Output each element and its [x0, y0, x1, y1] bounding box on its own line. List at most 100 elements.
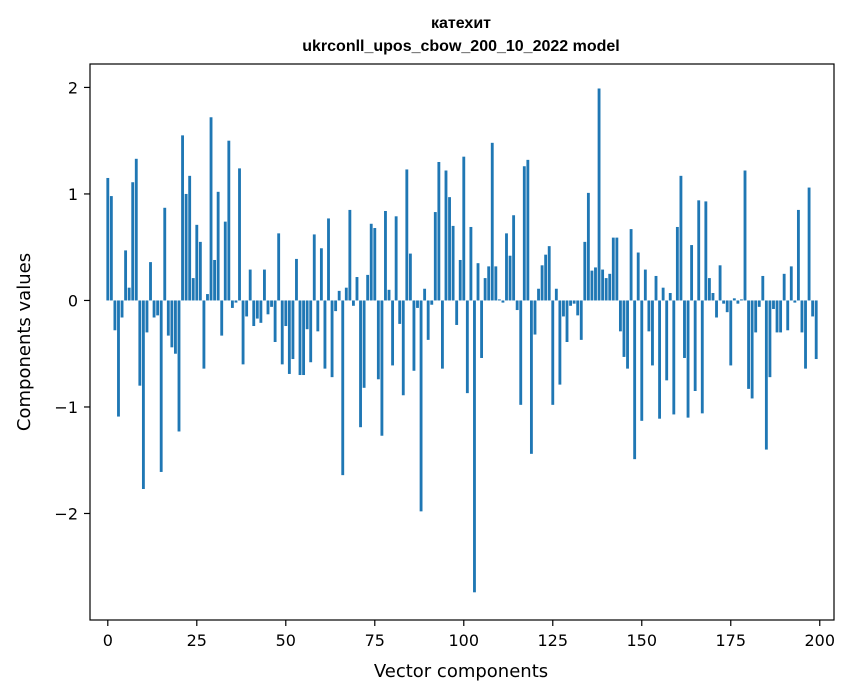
bar-103 [473, 300, 476, 593]
bar-96 [448, 197, 451, 301]
x-axis-label: Vector components [374, 661, 548, 682]
x-tick-label: 25 [187, 631, 207, 650]
bar-139 [601, 269, 605, 301]
bar-187 [772, 300, 775, 309]
bar-7 [131, 182, 135, 301]
bar-170 [711, 293, 715, 301]
bar-106 [483, 278, 487, 301]
bar-17 [166, 300, 170, 336]
bar-125 [551, 300, 555, 405]
bar-36 [234, 300, 238, 303]
bar-137 [594, 267, 597, 301]
x-tick-label: 200 [804, 631, 835, 650]
bar-152 [647, 300, 651, 332]
bar-39 [245, 300, 249, 317]
bar-2 [113, 300, 117, 331]
y-tick-label: 0 [68, 291, 78, 310]
bar-34 [227, 140, 231, 301]
bar-48 [277, 233, 281, 301]
bar-73 [366, 274, 370, 301]
bar-57 [309, 300, 313, 363]
bar-199 [814, 300, 818, 360]
x-tick-label: 0 [103, 631, 113, 650]
bar-31 [216, 191, 220, 301]
bar-53 [295, 258, 298, 301]
y-axis-label: Components values [14, 253, 35, 431]
bar-97 [451, 225, 455, 301]
bar-26 [198, 241, 202, 301]
bar-178 [740, 299, 743, 301]
bar-153 [651, 300, 654, 366]
bar-6 [127, 287, 131, 301]
bars-group [106, 88, 818, 593]
bar-12 [149, 262, 152, 301]
bar-42 [255, 300, 259, 319]
bar-52 [291, 300, 295, 360]
bar-77 [380, 300, 384, 436]
bar-117 [522, 166, 526, 301]
bar-151 [643, 269, 647, 301]
bar-59 [316, 300, 320, 332]
bar-119 [529, 300, 533, 454]
bar-40 [248, 269, 252, 301]
bar-188 [775, 300, 779, 333]
bar-196 [804, 300, 807, 369]
bar-15 [159, 300, 163, 472]
y-tick-label: −1 [54, 398, 78, 417]
bar-182 [754, 300, 758, 333]
bar-37 [238, 168, 241, 301]
bar-124 [547, 246, 551, 301]
bar-25 [195, 224, 199, 301]
bar-94 [441, 300, 444, 369]
bar-176 [732, 298, 736, 301]
bar-169 [707, 278, 711, 301]
bar-50 [284, 300, 288, 327]
bar-102 [469, 226, 473, 301]
bar-160 [675, 226, 679, 301]
bar-74 [369, 223, 373, 301]
bar-177 [736, 300, 740, 304]
bar-49 [280, 300, 284, 365]
bar-150 [640, 300, 644, 421]
bar-30 [213, 259, 217, 301]
bar-79 [387, 289, 391, 301]
bar-197 [807, 187, 811, 301]
y-axis-ticks: −2 −1 0 1 2 [54, 78, 90, 523]
bar-61 [323, 300, 327, 369]
bar-16 [163, 207, 167, 301]
x-tick-label: 100 [449, 631, 480, 650]
bar-141 [608, 273, 612, 301]
bar-29 [209, 117, 213, 301]
bar-191 [786, 300, 790, 331]
bar-44 [263, 269, 266, 301]
x-tick-label: 150 [626, 631, 657, 650]
bar-185 [764, 300, 768, 450]
bar-32 [220, 300, 224, 336]
bar-80 [391, 300, 395, 366]
bar-123 [544, 254, 548, 301]
bar-136 [590, 270, 594, 301]
bar-158 [668, 293, 672, 301]
bar-86 [412, 300, 416, 371]
bar-107 [487, 266, 491, 301]
bar-126 [554, 288, 558, 301]
bar-134 [583, 241, 587, 301]
x-tick-label: 75 [365, 631, 385, 650]
bar-23 [188, 175, 192, 301]
bar-69 [352, 300, 355, 306]
bar-165 [693, 300, 697, 391]
bar-10 [141, 300, 145, 489]
bar-98 [455, 300, 459, 325]
bar-91 [430, 300, 434, 305]
bar-68 [348, 209, 352, 301]
bar-62 [327, 218, 330, 301]
bar-116 [519, 300, 523, 405]
bar-156 [661, 287, 665, 301]
bar-189 [779, 300, 783, 333]
bar-1 [109, 196, 113, 301]
bar-28 [206, 294, 209, 301]
bar-143 [615, 237, 619, 301]
bar-104 [476, 263, 480, 301]
bar-92 [433, 212, 437, 301]
